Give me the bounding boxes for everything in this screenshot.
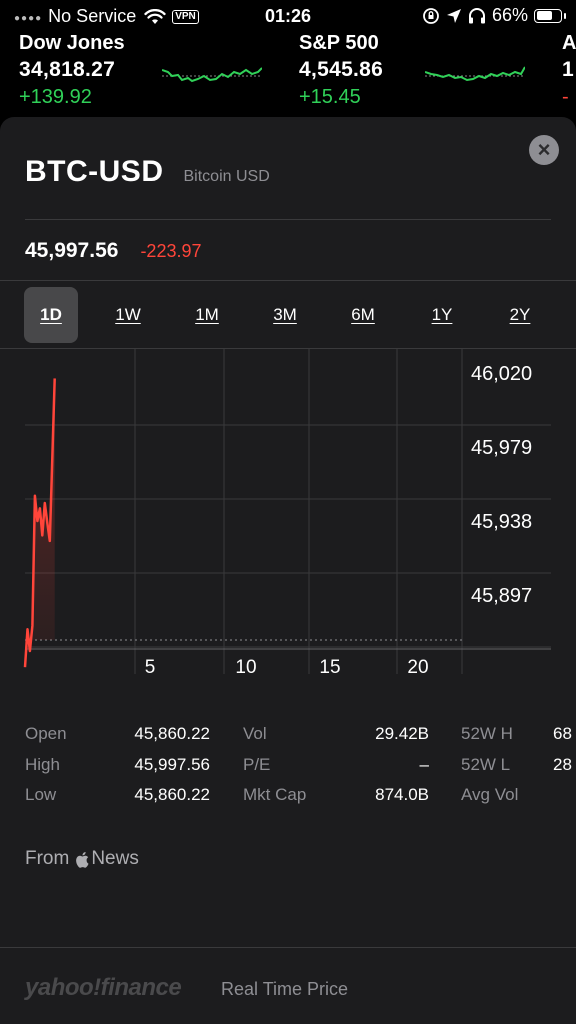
y-tick-label: 46,020 — [471, 363, 532, 385]
range-1m[interactable]: 1M — [195, 305, 219, 324]
y-axis: 46,020 45,979 45,938 45,897 — [471, 363, 532, 607]
stat-value: 45,860.22 — [134, 785, 210, 804]
stat-52w-high: 52W H 68 — [461, 723, 576, 745]
ticker-strip[interactable]: Dow Jones 34,818.27 +139.92 S&P 500 4,54… — [0, 32, 576, 116]
stat-low: Low 45,860.22 — [25, 784, 210, 806]
y-tick-label: 45,979 — [471, 437, 532, 459]
stat-value: 45,997.56 — [134, 755, 210, 774]
stat-open: Open 45,860.22 — [25, 723, 210, 745]
stat-pe: P/E – — [243, 754, 429, 776]
stat-value: – — [419, 755, 429, 774]
ticker-name: Dow Jones — [19, 32, 125, 54]
y-tick-label: 45,897 — [471, 585, 532, 607]
news-source[interactable]: From News — [25, 848, 139, 870]
ticker-price: 1 — [562, 58, 574, 81]
divider — [0, 280, 576, 281]
real-time-price-label: Real Time Price — [221, 979, 349, 999]
range-6m[interactable]: 6M — [351, 305, 375, 324]
battery-icon — [534, 8, 566, 23]
sparkline-icon — [162, 67, 262, 83]
ticker-change: - — [562, 86, 569, 108]
ticker-name: A — [562, 32, 576, 54]
price-change: -223.97 — [140, 241, 202, 261]
series-line — [23, 378, 56, 668]
stat-label: Open — [25, 724, 67, 743]
divider — [25, 219, 551, 220]
stat-label: 52W L — [461, 755, 511, 774]
stat-value: 28 — [553, 755, 572, 774]
stock-detail-sheet: × BTC-USD Bitcoin USD 45,997.56 -223.97 … — [0, 117, 576, 1024]
divider — [0, 947, 576, 948]
stat-high: High 45,997.56 — [25, 754, 210, 776]
range-1w[interactable]: 1W — [115, 305, 141, 324]
orientation-lock-icon — [423, 7, 439, 24]
yahoo-finance-logo[interactable]: yahoo!finance — [25, 974, 182, 1001]
news-source-name: News — [91, 848, 139, 869]
stat-volume: Vol 29.42B — [243, 723, 429, 745]
sparkline-icon — [425, 66, 525, 82]
stock-symbol: BTC-USD — [25, 155, 164, 188]
stat-label: Mkt Cap — [243, 785, 307, 804]
stat-label: High — [25, 755, 60, 774]
y-tick-label: 45,938 — [471, 511, 532, 533]
x-tick-label: 10 — [235, 657, 256, 678]
carrier-label: No Service — [48, 6, 137, 26]
price-row: 45,997.56 -223.97 — [25, 239, 202, 263]
series-area — [25, 378, 55, 668]
divider — [0, 348, 576, 349]
carrier-info: ●●●● No Service VPN — [14, 6, 199, 27]
chart-area — [25, 378, 55, 668]
ticker-price: 34,818.27 — [19, 58, 116, 81]
ticker-change: +139.92 — [19, 86, 92, 108]
apple-icon — [76, 851, 89, 868]
battery-percent: 66% — [491, 5, 528, 25]
close-button[interactable]: × — [529, 135, 559, 165]
stat-value: 29.42B — [375, 724, 429, 743]
stat-market-cap: Mkt Cap 874.0B — [243, 784, 429, 806]
stat-label: 52W H — [461, 724, 513, 743]
current-price: 45,997.56 — [25, 239, 119, 262]
stat-52w-low: 52W L 28 — [461, 754, 576, 776]
vpn-badge: VPN — [172, 9, 199, 24]
status-bar: ●●●● No Service VPN 01:26 66% — [0, 0, 576, 32]
range-3m[interactable]: 3M — [273, 305, 297, 324]
range-selector: 1D 1W 1M 3M 6M 1Y 2Y — [0, 287, 576, 345]
close-icon: × — [537, 137, 551, 162]
clock: 01:26 — [264, 6, 312, 26]
range-1d[interactable]: 1D — [24, 287, 78, 343]
stat-label: P/E — [243, 755, 271, 774]
title-row: BTC-USD Bitcoin USD — [25, 155, 270, 189]
stat-value: 68 — [553, 724, 572, 743]
stat-label: Vol — [243, 724, 267, 743]
signal-icon: ●●●● — [14, 13, 43, 24]
stat-value: 45,860.22 — [134, 724, 210, 743]
ticker-partial[interactable]: A 1 - — [562, 32, 576, 109]
x-tick-label: 5 — [145, 657, 156, 678]
wifi-icon — [144, 8, 166, 24]
ticker-dow-jones[interactable]: Dow Jones 34,818.27 +139.92 — [19, 32, 262, 109]
stat-avg-volume: Avg Vol — [461, 784, 576, 806]
x-tick-label: 20 — [407, 657, 428, 678]
stat-label: Low — [25, 785, 57, 804]
ticker-sp-500[interactable]: S&P 500 4,545.86 +15.45 — [299, 32, 525, 109]
ticker-change: +15.45 — [299, 86, 361, 108]
stat-label: Avg Vol — [461, 785, 519, 804]
news-prefix: From — [25, 848, 70, 869]
ticker-price: 4,545.86 — [299, 58, 384, 81]
range-2y[interactable]: 2Y — [509, 305, 531, 324]
stock-name: Bitcoin USD — [183, 168, 270, 185]
range-1y[interactable]: 1Y — [431, 305, 453, 324]
x-axis: 5 10 15 20 — [145, 657, 429, 678]
headphones-icon — [468, 7, 485, 23]
ticker-name: S&P 500 — [299, 32, 379, 54]
stat-value: 874.0B — [375, 785, 429, 804]
location-icon — [446, 8, 461, 23]
status-right: 66% — [422, 5, 566, 26]
chart-series — [23, 378, 56, 668]
chart-grid — [25, 349, 551, 674]
x-tick-label: 15 — [319, 657, 340, 678]
